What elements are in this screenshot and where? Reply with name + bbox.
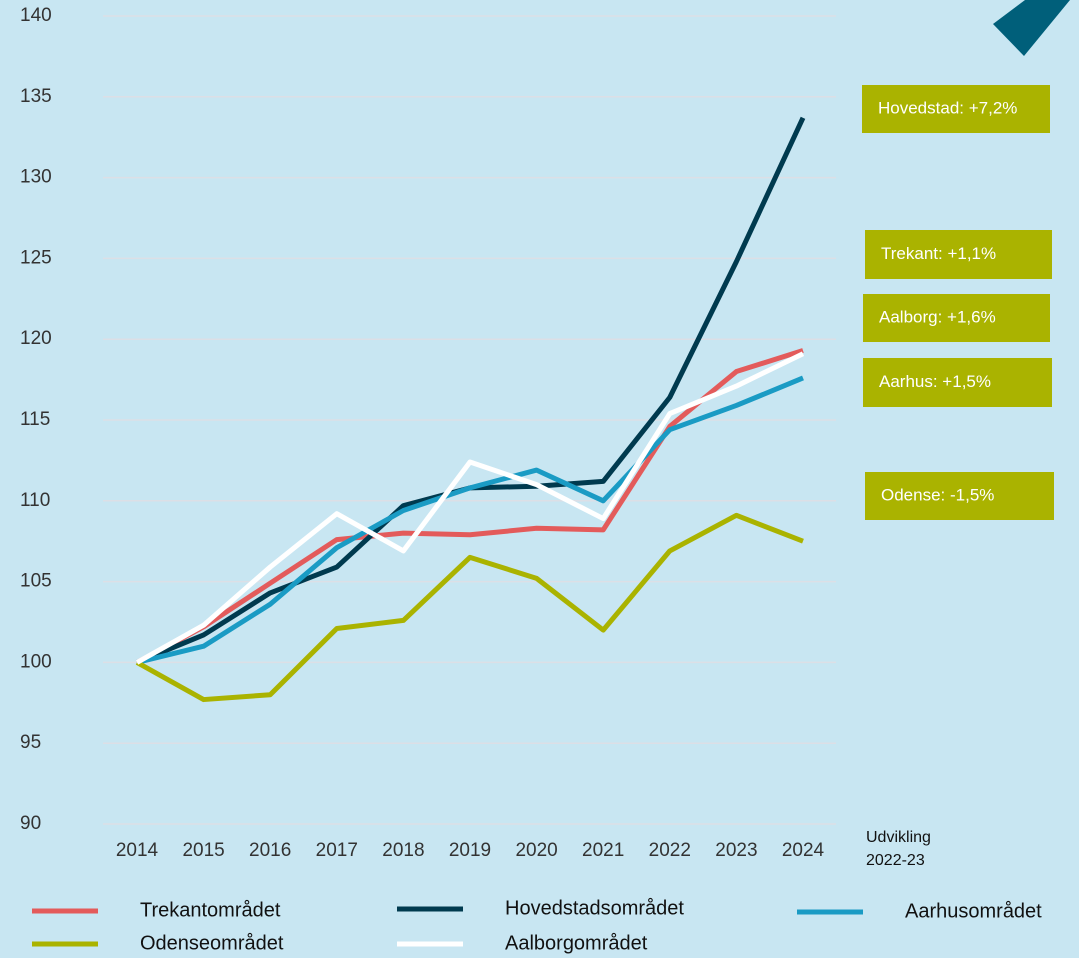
y-tick-label: 90 <box>20 813 41 834</box>
x-tick-label: 2017 <box>316 840 358 861</box>
x-tick-label: 2020 <box>515 840 557 861</box>
legend-label: Trekantområdet <box>140 899 281 921</box>
y-tick-label: 130 <box>20 167 52 188</box>
y-tick-label: 110 <box>20 490 50 511</box>
y-tick-label: 105 <box>20 571 52 592</box>
x-tick-label: 2024 <box>782 840 825 861</box>
note: 2022-23 <box>866 852 925 869</box>
annotation: Aalborg: +1,6% <box>879 307 996 326</box>
y-tick-label: 115 <box>20 409 50 430</box>
annotation: Hovedstad: +7,2% <box>878 98 1017 117</box>
annotation-box <box>862 85 1050 133</box>
x-tick-label: 2023 <box>715 840 757 861</box>
y-tick-label: 95 <box>20 732 41 753</box>
series-line <box>135 512 804 703</box>
annotation-box <box>865 230 1052 279</box>
y-tick-label: 140 <box>20 5 52 26</box>
annotation-box <box>865 472 1054 520</box>
annotation: Aarhus: +1,5% <box>879 372 991 391</box>
legend-label: Odenseområdet <box>140 932 284 954</box>
legend-label: Aarhusområdet <box>905 900 1042 922</box>
y-tick-label: 100 <box>20 651 52 672</box>
x-tick-label: 2022 <box>649 840 691 861</box>
y-tick-label: 120 <box>20 328 52 349</box>
y-tick-label: 125 <box>20 247 52 268</box>
x-tick-label: 2014 <box>116 840 159 861</box>
annotation: Odense: -1,5% <box>881 485 994 504</box>
series-line <box>136 375 804 665</box>
legend-label: Hovedstadsområdet <box>505 897 684 919</box>
decoration <box>993 0 1070 56</box>
annotation-box <box>863 358 1052 407</box>
series-line <box>135 351 805 665</box>
note: Udvikling <box>866 829 931 846</box>
x-tick-label: 2015 <box>182 840 224 861</box>
annotation-box <box>863 294 1050 342</box>
annotation: Trekant: +1,1% <box>881 244 996 263</box>
y-tick-label: 135 <box>20 86 52 107</box>
series-line <box>135 348 804 665</box>
legend-label: Aalborgområdet <box>505 932 648 954</box>
x-tick-label: 2019 <box>449 840 491 861</box>
x-tick-label: 2021 <box>582 840 624 861</box>
x-tick-label: 2016 <box>249 840 291 861</box>
x-tick-label: 2018 <box>382 840 424 861</box>
